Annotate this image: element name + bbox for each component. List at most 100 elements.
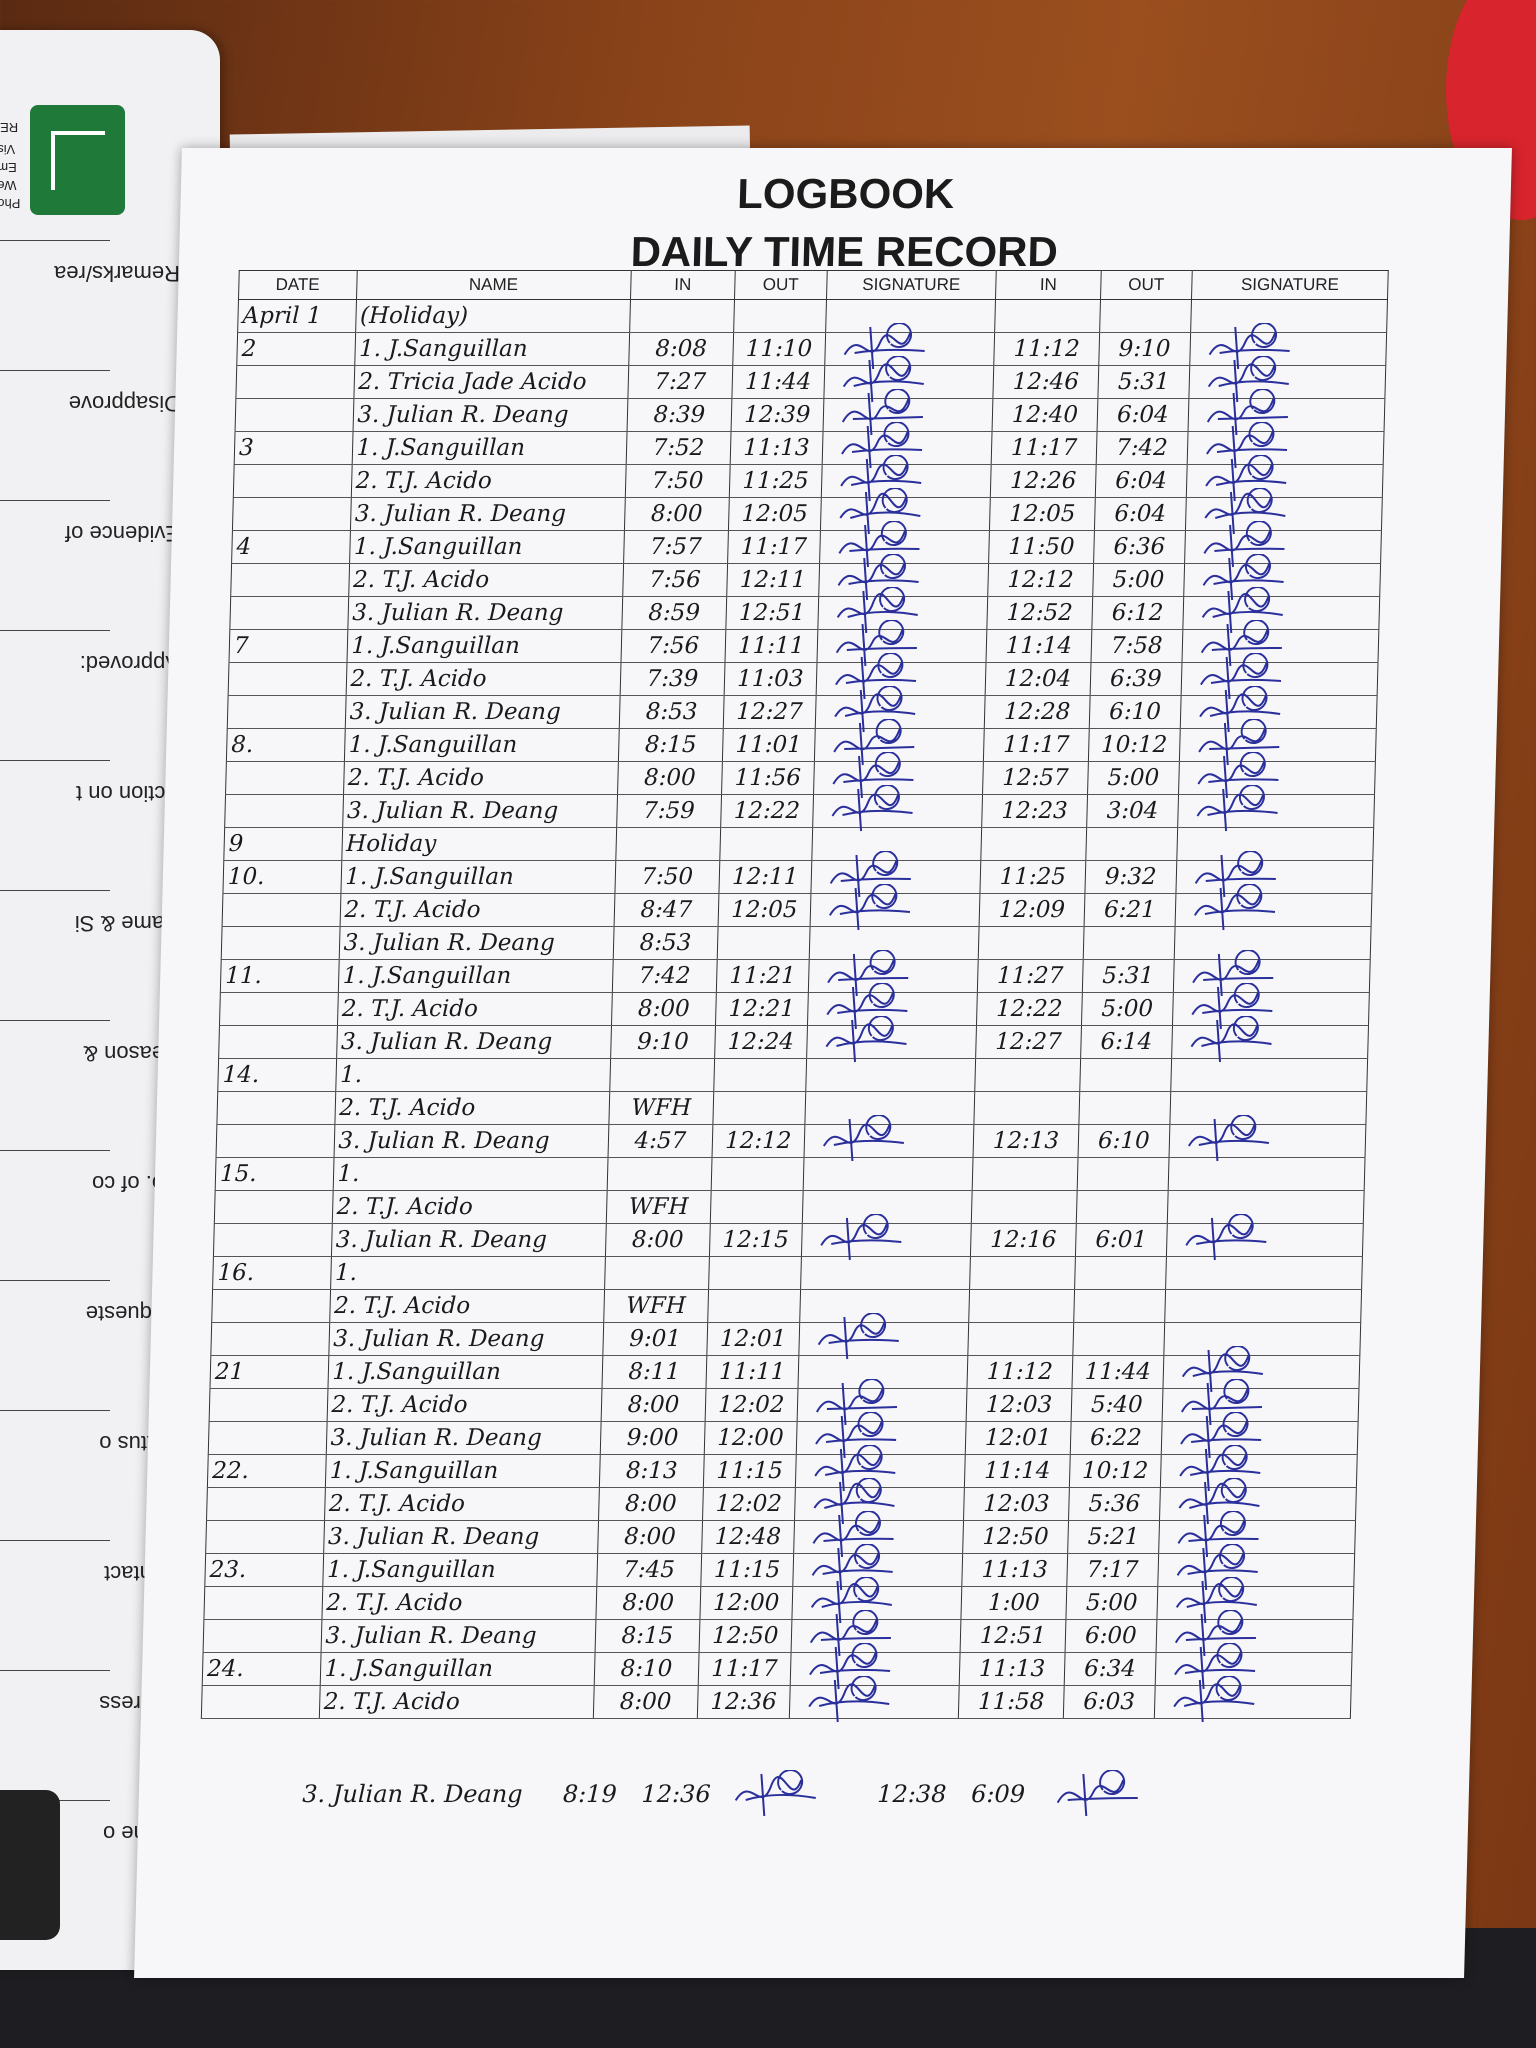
cell-signature-am [792, 1544, 963, 1591]
signature-scribble [1207, 356, 1290, 403]
cell-signature-am [796, 1379, 968, 1426]
signature-scribble [1174, 1643, 1256, 1690]
cell-in-am: 8:15 [594, 1619, 701, 1653]
cell-in-pm: 12:23 [981, 794, 1088, 828]
col-date: DATE [238, 270, 357, 300]
table-row: 11. 1. J.Sanguillan 7:42 11:21 11:27 5:31 [220, 950, 1371, 997]
cell-in-am: 8:39 [626, 398, 733, 432]
signature-scribble [839, 455, 921, 502]
cell-name: 2. T.J. Acido [350, 464, 626, 498]
cell-name: Holiday [341, 827, 617, 861]
cell-signature-pm [1183, 554, 1381, 601]
table-row: 3. Julian R. Deang 8:00 12:48 12:50 5:21 [205, 1511, 1356, 1558]
cell-in-am: 7:50 [624, 464, 731, 498]
table-row: 3. Julian R. Deang 8:15 12:50 12:51 6:00 [203, 1610, 1353, 1657]
cell-out-am: 12:00 [700, 1586, 793, 1620]
cell-out-pm: 6:14 [1080, 1025, 1173, 1059]
cell-in-am: 8:15 [618, 728, 724, 762]
signature-scribble [831, 752, 914, 799]
cell-out-am: 11:15 [700, 1553, 794, 1587]
cell-out-pm [1075, 1190, 1169, 1224]
cell-out-pm: 5:31 [1082, 959, 1175, 993]
cell-signature-pm [1182, 587, 1380, 634]
cell-in-pm: 12:38 [876, 1780, 947, 1808]
cell-in-pm: 11:58 [958, 1685, 1064, 1719]
cell-date [235, 398, 354, 432]
divider [0, 1020, 110, 1021]
cell-signature-pm [1154, 1676, 1352, 1723]
cell-out-pm: 6:39 [1089, 662, 1183, 696]
cell-signature-pm [1157, 1577, 1354, 1624]
cell-out-am [710, 1190, 803, 1224]
cell-out-pm: 6:04 [1094, 464, 1188, 498]
form-label: Disapprove [68, 391, 180, 416]
cell-signature-am [823, 356, 995, 403]
table-row: 3. Julian R. Deang 4:57 12:12 12:13 6:10 [216, 1115, 1366, 1162]
cell-signature-am [806, 983, 978, 1030]
cell-out-am: 11:13 [730, 431, 823, 465]
header-row: DATE NAME IN OUT SIGNATURE IN OUT SIGNAT… [238, 270, 1389, 300]
cell-date: 14. [217, 1058, 337, 1092]
cell-in-am: 8:00 [605, 1223, 711, 1257]
divider [0, 1280, 110, 1281]
cell-signature-am [789, 1643, 961, 1690]
signature-scribble [811, 1544, 893, 1591]
cell-name: 2. Tricia Jade Acido [353, 365, 629, 399]
signature-scribble [1056, 1770, 1138, 1817]
cell-date [229, 596, 349, 630]
signature-scribble [842, 356, 924, 403]
cell-out-am [713, 1091, 806, 1125]
table-row: 3. Julian R. Deang 8:53 12:27 12:28 6:10 [227, 686, 1378, 733]
table-row: 3. Julian R. Deang 9:00 12:00 12:01 6:22 [208, 1412, 1359, 1459]
cell-in-pm: 11:17 [983, 728, 1089, 762]
cell-out-am: 11:56 [721, 761, 814, 795]
cell-signature-am [820, 455, 992, 502]
cell-out-pm: 6:01 [1075, 1223, 1168, 1257]
signature-scribble [840, 422, 922, 469]
signature-scribble [832, 719, 914, 766]
signature-scribble [817, 1313, 899, 1360]
cell-in-am: 9:10 [610, 1025, 716, 1059]
cell-date: 9 [223, 827, 343, 861]
cell-out-pm: 6:21 [1083, 893, 1177, 927]
header-fragment: REQ [0, 120, 19, 135]
cell-out-pm: 5:21 [1067, 1520, 1160, 1554]
signature-scribble [1178, 1478, 1260, 1525]
cell-signature-pm [1178, 752, 1376, 799]
signature-scribble [813, 1478, 895, 1525]
cell-signature-am [800, 1214, 972, 1261]
cell-in-am: 9:01 [602, 1322, 708, 1356]
cell-out-am [713, 1058, 807, 1092]
cell-name: 1. J.Sanguillan [340, 860, 616, 894]
divider [0, 370, 110, 371]
cell-name: 1. [335, 1058, 611, 1092]
cell-signature-pm [1162, 1379, 1359, 1426]
table-row: 3 1. J.Sanguillan 7:52 11:13 11:17 7:42 [234, 422, 1385, 469]
cell-date [228, 662, 347, 696]
cell-out-pm: 5:40 [1070, 1388, 1164, 1422]
signature-scribble [1181, 1379, 1263, 1426]
cell-name: 3. Julian R. Deang [336, 1025, 612, 1059]
cell-in-am: 8:13 [599, 1454, 705, 1488]
cell-signature-pm [1173, 950, 1371, 997]
cell-in-am [604, 1256, 710, 1290]
signature-scribble [825, 1016, 907, 1063]
divider [0, 500, 110, 501]
signature-scribble [1192, 950, 1274, 997]
cell-name: 2. T.J. Acido [339, 893, 615, 927]
cell-signature-am [816, 620, 988, 667]
cell-out-pm [1099, 299, 1192, 333]
cell-signature-am [794, 1445, 966, 1492]
cell-date: 23. [204, 1553, 324, 1587]
cell-out-am: 12:02 [702, 1487, 795, 1521]
table-row: 2. T.J. Acido 7:56 12:11 12:12 5:00 [230, 554, 1381, 601]
cell-out-pm [1079, 1058, 1172, 1092]
cell-date [209, 1388, 328, 1422]
cell-in-pm: 12:03 [966, 1388, 1072, 1422]
cell-in-am: 8:08 [628, 332, 734, 366]
cell-in-am: 7:56 [620, 629, 726, 663]
cell-date: 7 [228, 629, 348, 663]
cell-in-pm: 11:14 [986, 629, 1092, 663]
cell-name: 3. Julian R. Deang [301, 1780, 523, 1808]
cell-name: 2. T.J. Acido [334, 1091, 610, 1125]
